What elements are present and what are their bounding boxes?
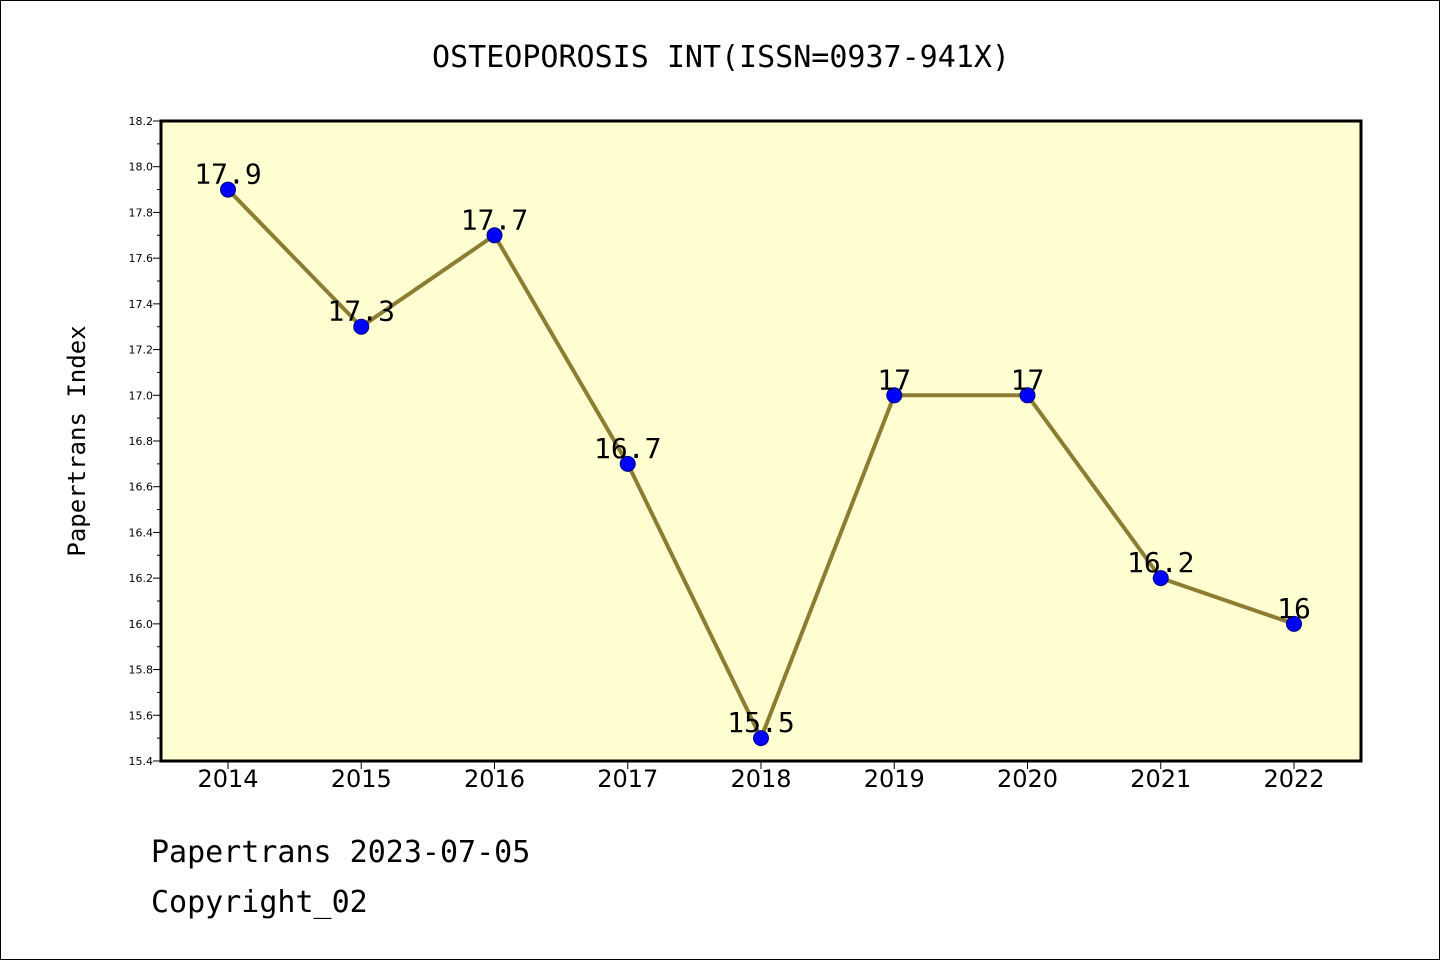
x-tick-label: 2015 — [331, 765, 392, 793]
y-tick-label: 17.0 — [129, 389, 154, 402]
y-axis-label: Papertrans Index — [63, 325, 91, 556]
data-point — [353, 318, 370, 335]
y-tick-label: 18.2 — [129, 115, 154, 128]
y-tick-label: 17.4 — [129, 298, 154, 311]
y-tick-label: 18.0 — [129, 161, 154, 174]
x-tick-label: 2020 — [997, 765, 1058, 793]
data-point — [886, 387, 903, 404]
y-tick-label: 16.8 — [129, 435, 154, 448]
data-label: 17 — [1011, 363, 1045, 396]
data-label: 17.9 — [194, 158, 261, 191]
chart-title: OSTEOPOROSIS INT(ISSN=0937-941X) — [432, 40, 1010, 75]
y-tick-label: 16.4 — [129, 526, 154, 539]
x-tick-label: 2017 — [597, 765, 658, 793]
data-point — [220, 181, 236, 198]
plot-frame — [159, 119, 1363, 763]
y-tick-label: 15.8 — [129, 664, 154, 677]
data-point — [1019, 387, 1036, 404]
y-tick-label: 16.6 — [129, 481, 154, 494]
data-label: 17 — [877, 363, 911, 396]
data-point — [1152, 570, 1169, 587]
data-label: 17.3 — [328, 295, 395, 328]
data-label: 15.5 — [727, 706, 794, 739]
data-label: 16.2 — [1127, 546, 1194, 579]
y-tick-label: 17.2 — [129, 344, 154, 357]
x-tick-label: 2016 — [464, 765, 525, 793]
y-tick-label: 15.6 — [129, 709, 154, 722]
x-tick-label: 2022 — [1263, 765, 1324, 793]
data-point — [753, 730, 769, 747]
data-point — [619, 455, 636, 472]
data-point — [1286, 615, 1302, 632]
y-tick-label: 17.6 — [129, 252, 154, 265]
data-label: 16.7 — [594, 432, 661, 465]
x-tick-label: 2021 — [1130, 765, 1191, 793]
y-tick-label: 16.0 — [129, 618, 154, 631]
footer-copyright: Copyright_02 — [151, 885, 368, 920]
x-tick-label: 2018 — [730, 765, 791, 793]
x-tick-label: 2014 — [197, 765, 258, 793]
y-tick-label: 17.8 — [129, 206, 154, 219]
data-point — [486, 227, 503, 244]
footer-date: Papertrans 2023-07-05 — [151, 835, 531, 870]
y-tick-label: 15.4 — [129, 755, 154, 768]
x-tick-label: 2019 — [864, 765, 925, 793]
plot-area — [161, 121, 1361, 761]
data-label: 16 — [1277, 592, 1311, 625]
data-label: 17.7 — [461, 203, 528, 236]
y-tick-label: 16.2 — [129, 572, 154, 585]
